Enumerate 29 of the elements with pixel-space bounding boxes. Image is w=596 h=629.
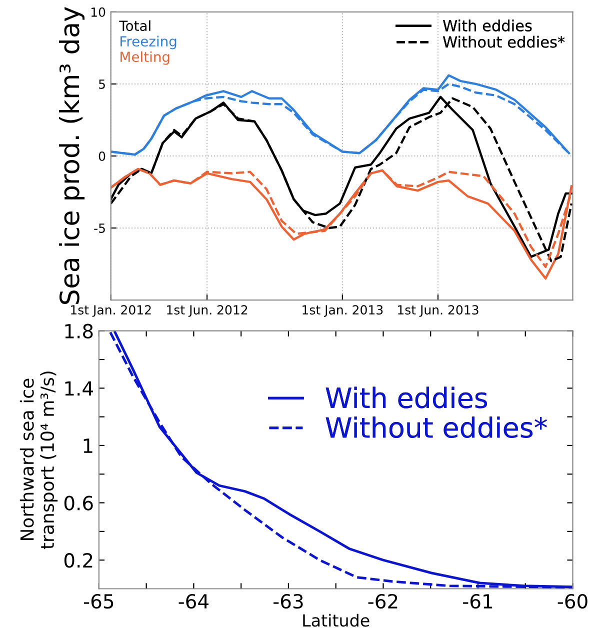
x-tick-label: 1st Jan. 2013 xyxy=(302,305,383,317)
x-axis-title: Latitude xyxy=(303,614,370,627)
text: Total xyxy=(119,20,150,32)
legend-label: Without eddies* xyxy=(326,416,547,438)
legend-label: With eddies xyxy=(326,386,488,408)
x-tick-label: 1st Jan. 2012 xyxy=(71,305,151,317)
annotation: With eddies xyxy=(443,20,532,32)
y-tick-label: 0 xyxy=(98,151,106,161)
text: Melting xyxy=(120,51,170,65)
x-tick-label: 1st Jun. 2012 xyxy=(167,305,248,317)
y-axis-title: Sea ice prod. (km³ day xyxy=(58,7,85,304)
y-tick-label: -5 xyxy=(94,224,105,233)
y-tick-label: 1.4 xyxy=(65,381,93,396)
y-axis-title: Northward sea ice transport (10⁴ m³/s) xyxy=(20,372,58,550)
x-tick-label: -63 xyxy=(274,594,303,609)
text: Freezing xyxy=(120,36,176,50)
annotation: Without eddies* xyxy=(443,36,565,48)
x-tick-label: -61 xyxy=(463,594,492,609)
x-tick-label: -64 xyxy=(178,594,208,609)
x-tick-label: -62 xyxy=(368,594,398,609)
y-tick-label: 10 xyxy=(91,7,106,17)
x-tick-label: 1st Jun. 2013 xyxy=(398,305,478,317)
y-tick-label: 1 xyxy=(84,438,92,453)
y-tick-label: 0.2 xyxy=(64,553,92,568)
y-tick-label: 5 xyxy=(99,80,105,89)
y-tick-label: 1.8 xyxy=(65,324,93,339)
x-tick-label: -65 xyxy=(84,594,114,609)
y-tick-label: 0.6 xyxy=(64,496,93,510)
x-tick-label: -60 xyxy=(558,594,588,609)
